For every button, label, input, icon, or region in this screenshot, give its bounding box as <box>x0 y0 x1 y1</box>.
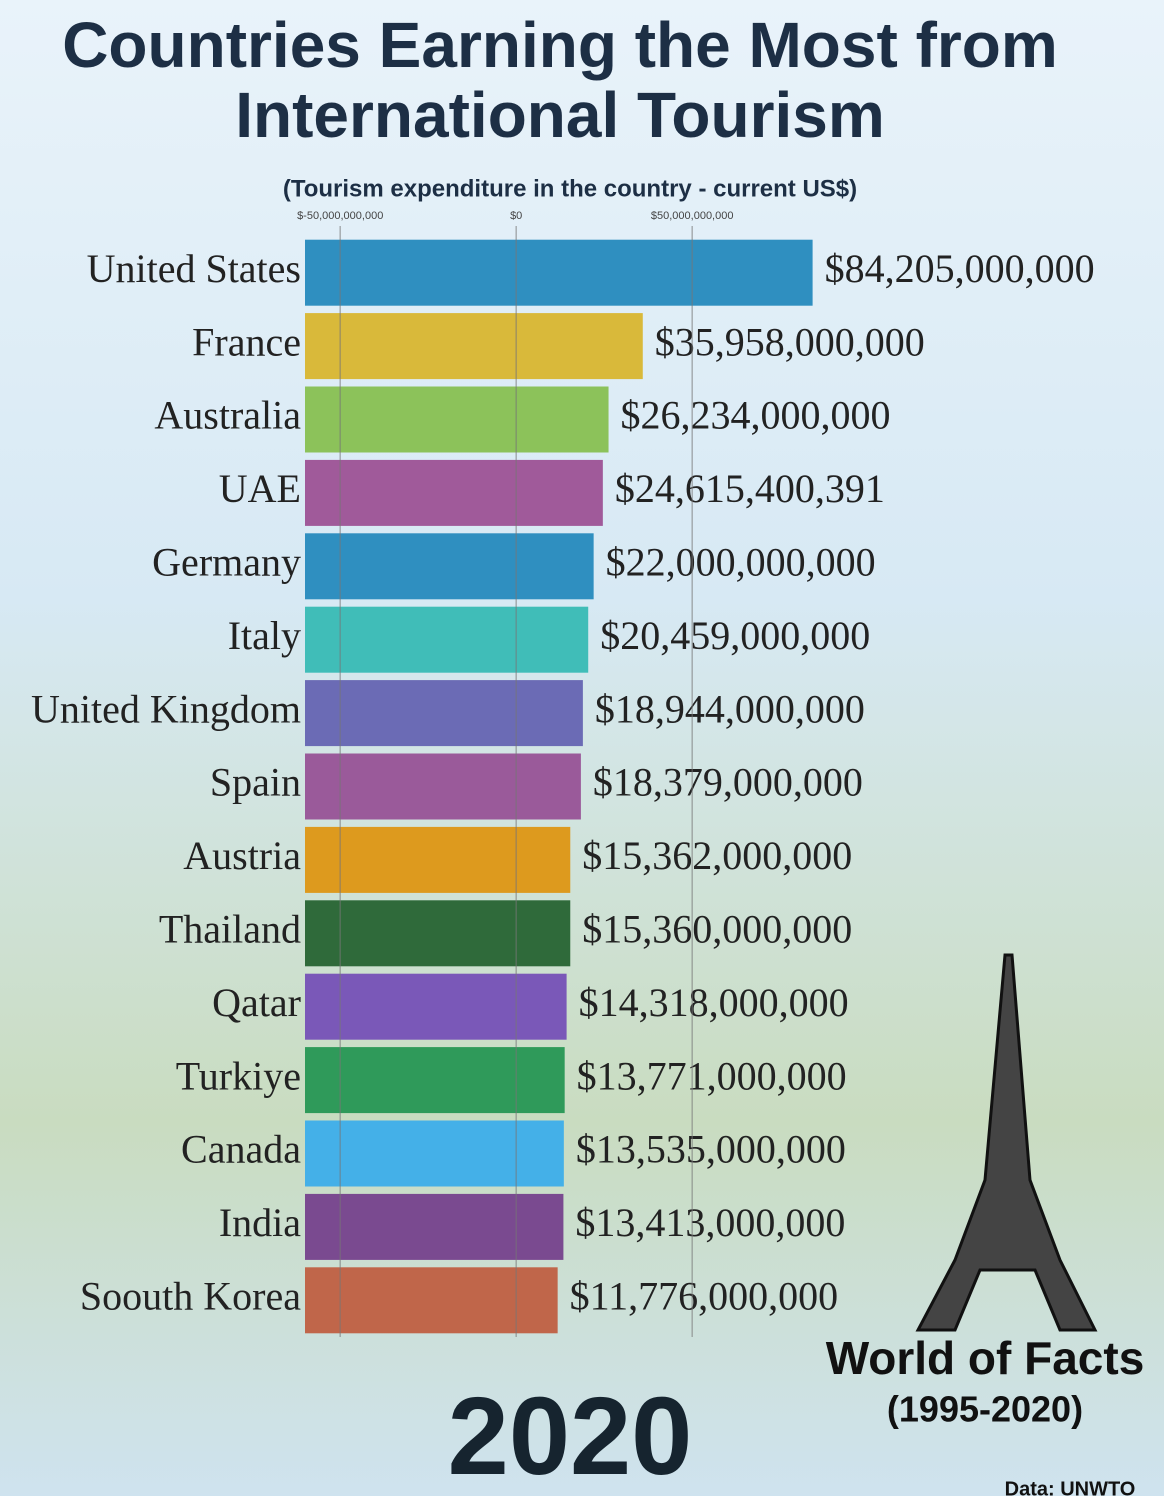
value-label: $13,535,000,000 <box>576 1127 846 1172</box>
value-label: $18,379,000,000 <box>593 760 863 805</box>
bar <box>305 973 567 1040</box>
value-label: $24,615,400,391 <box>615 466 885 511</box>
period-label: (1995-2020) <box>887 1389 1083 1430</box>
value-label: $13,771,000,000 <box>577 1053 847 1098</box>
chart-subtitle: (Tourism expenditure in the country - cu… <box>283 175 857 202</box>
bar <box>305 1120 564 1187</box>
y-tick-label: Thailand <box>159 906 301 951</box>
value-label: $20,459,000,000 <box>600 613 870 658</box>
bar <box>305 680 583 747</box>
value-label: $15,362,000,000 <box>582 833 852 878</box>
bar <box>305 1047 565 1114</box>
bar <box>305 826 571 893</box>
bar <box>305 386 609 453</box>
y-tick-label: France <box>192 319 301 364</box>
y-tick-label: Italy <box>228 613 301 658</box>
y-tick-label: India <box>219 1200 301 1245</box>
y-tick-label: Qatar <box>212 980 301 1025</box>
bar <box>305 753 581 820</box>
value-label: $13,413,000,000 <box>575 1200 845 1245</box>
y-tick-label: United Kingdom <box>31 686 301 731</box>
y-tick-label: Soouth Korea <box>80 1273 301 1318</box>
value-label: $84,205,000,000 <box>825 246 1095 291</box>
chart-title: Countries Earning the Most from Internat… <box>62 9 1058 151</box>
x-tick-label: $0 <box>510 210 522 222</box>
bar <box>305 239 813 306</box>
y-tick-label: Austria <box>183 833 301 878</box>
value-label: $26,234,000,000 <box>621 393 891 438</box>
bar <box>305 459 603 526</box>
value-label: $18,944,000,000 <box>595 686 865 731</box>
bar <box>305 313 643 380</box>
y-tick-label: Spain <box>210 760 301 805</box>
value-label: $14,318,000,000 <box>579 980 849 1025</box>
brand-label: World of Facts <box>826 1332 1145 1384</box>
value-label: $11,776,000,000 <box>570 1273 839 1318</box>
year-label: 2020 <box>448 1375 693 1496</box>
x-tick-label: $-50,000,000,000 <box>297 210 383 222</box>
y-tick-label: Germany <box>152 539 301 584</box>
x-tick-label: $50,000,000,000 <box>651 210 734 222</box>
bar <box>305 1193 564 1260</box>
bar <box>305 533 594 600</box>
y-tick-label: United States <box>87 246 301 291</box>
y-tick-label: Turkiye <box>176 1053 301 1098</box>
y-tick-label: Australia <box>154 393 301 438</box>
source-label: Data: UNWTO <box>1005 1478 1136 1496</box>
y-tick-label: UAE <box>219 466 301 511</box>
value-label: $15,360,000,000 <box>582 906 852 951</box>
bar <box>305 900 571 967</box>
bar <box>305 606 589 673</box>
bar <box>305 1267 558 1334</box>
value-label: $35,958,000,000 <box>655 319 925 364</box>
eiffel-icon <box>915 953 1098 1332</box>
y-tick-label: Canada <box>181 1127 301 1172</box>
value-label: $22,000,000,000 <box>606 539 876 584</box>
